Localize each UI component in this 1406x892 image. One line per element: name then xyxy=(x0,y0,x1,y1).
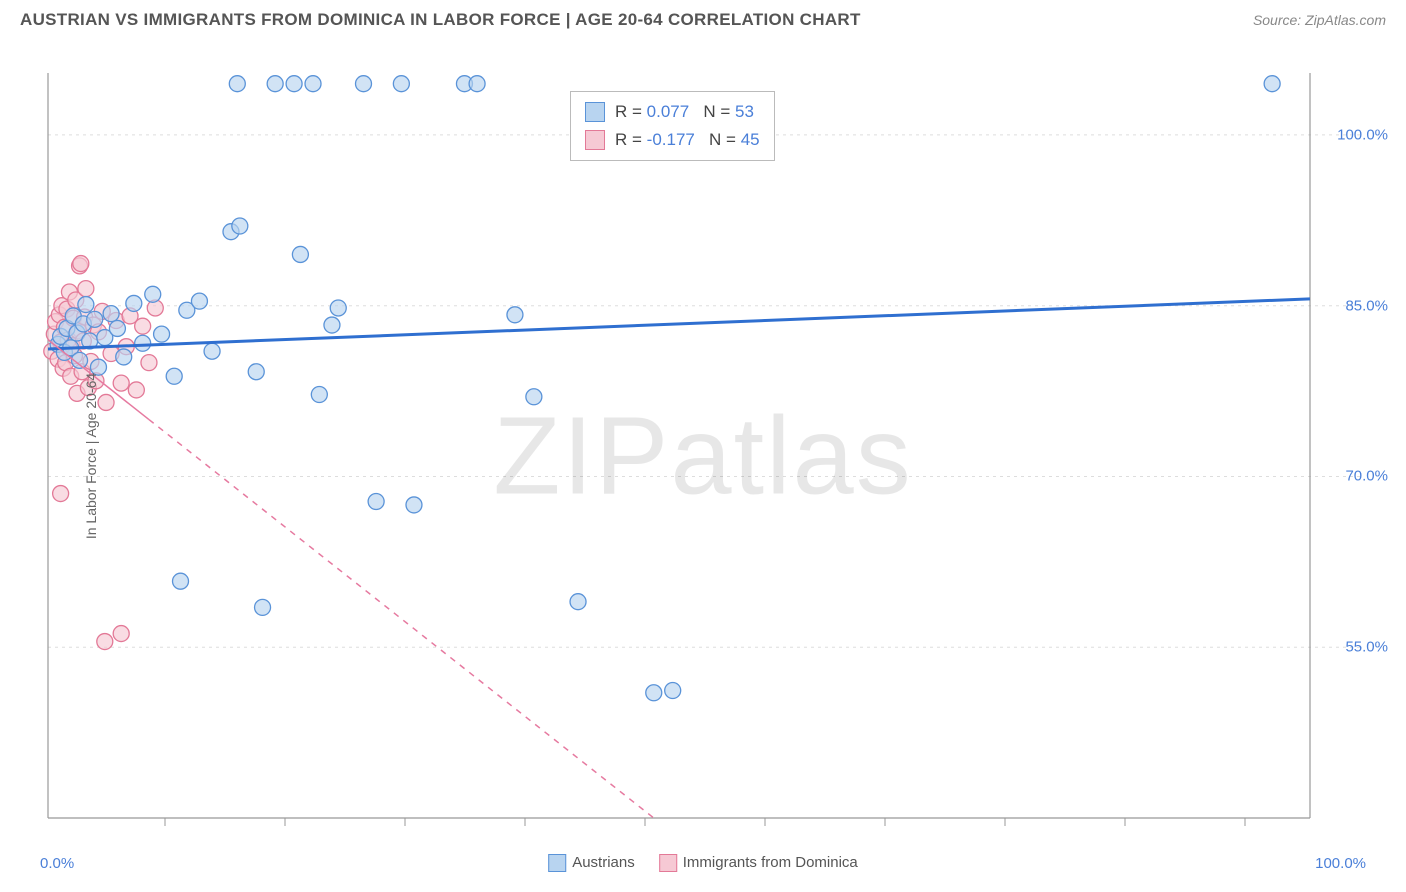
chart-area: ZIPatlas In Labor Force | Age 20-64 55.0… xyxy=(0,36,1406,876)
y-tick-label: 55.0% xyxy=(1345,639,1388,656)
header: AUSTRIAN VS IMMIGRANTS FROM DOMINICA IN … xyxy=(0,0,1406,36)
legend-item: Immigrants from Dominica xyxy=(659,854,858,872)
correlation-text: R = 0.077 N = 53 xyxy=(615,98,754,126)
x-axis-max-label: 100.0% xyxy=(1315,855,1366,872)
y-tick-label: 70.0% xyxy=(1345,468,1388,485)
legend-swatch xyxy=(585,130,605,150)
legend-item: Austrians xyxy=(548,854,635,872)
y-tick-label: 100.0% xyxy=(1337,126,1388,143)
correlation-row: R = -0.177 N = 45 xyxy=(585,126,760,154)
source-attribution: Source: ZipAtlas.com xyxy=(1253,12,1386,28)
correlation-row: R = 0.077 N = 53 xyxy=(585,98,760,126)
legend: Austrians Immigrants from Dominica xyxy=(548,854,858,872)
legend-label: Austrians xyxy=(572,854,635,871)
chart-title: AUSTRIAN VS IMMIGRANTS FROM DOMINICA IN … xyxy=(20,10,861,30)
legend-swatch xyxy=(585,102,605,122)
legend-swatch xyxy=(659,854,677,872)
correlation-stats-box: R = 0.077 N = 53R = -0.177 N = 45 xyxy=(570,91,775,161)
scatter-chart-svg xyxy=(0,36,1406,876)
correlation-text: R = -0.177 N = 45 xyxy=(615,126,760,154)
legend-swatch xyxy=(548,854,566,872)
legend-label: Immigrants from Dominica xyxy=(683,854,858,871)
y-axis-label: In Labor Force | Age 20-64 xyxy=(83,373,99,539)
x-axis-min-label: 0.0% xyxy=(40,855,74,872)
y-tick-label: 85.0% xyxy=(1345,297,1388,314)
